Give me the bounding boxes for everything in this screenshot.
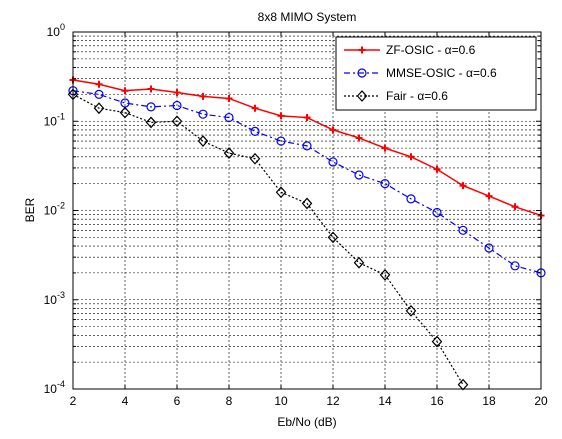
y-tick-label: 10-3 (44, 290, 65, 307)
data-point (329, 126, 337, 134)
data-point (251, 104, 259, 112)
y-tick-label: 10-2 (44, 201, 65, 218)
x-tick-label: 14 (378, 394, 392, 408)
data-point (301, 197, 313, 210)
x-tick-label: 10 (274, 394, 288, 408)
data-point (171, 115, 183, 128)
x-tick-label: 6 (174, 394, 181, 408)
x-tick-label: 20 (534, 394, 548, 408)
legend-marker (356, 90, 368, 102)
data-point (353, 256, 365, 269)
data-point (510, 261, 520, 271)
data-point (379, 268, 391, 281)
legend-marker (358, 46, 366, 54)
grid-lines (73, 32, 541, 389)
data-point (354, 170, 364, 180)
legend: ZF-OSIC - α=0.6 MMSE-OSIC - α=0.6 Fair - α… (335, 36, 537, 111)
data-point (146, 102, 156, 112)
data-point (145, 116, 157, 129)
data-point (199, 92, 207, 100)
x-tick-label: 18 (482, 394, 496, 408)
y-tick-label: 10-4 (44, 379, 65, 396)
data-point (172, 100, 182, 111)
data-point (275, 186, 287, 199)
data-point (457, 378, 469, 391)
data-point (276, 136, 286, 146)
data-point (511, 203, 519, 211)
data-point (225, 94, 233, 102)
y-axis-label: BER (23, 197, 37, 222)
data-point (223, 147, 235, 159)
data-point (407, 153, 415, 161)
data-point (147, 85, 155, 93)
data-point (355, 134, 363, 142)
legend-label: MMSE-OSIC - α=0.6 (386, 66, 497, 80)
data-point (431, 335, 443, 348)
legend-marker (357, 68, 367, 78)
y-tick-label: 100 (47, 22, 65, 39)
legend-label: ZF-OSIC - α=0.6 (386, 43, 476, 57)
data-point (405, 305, 417, 317)
data-point (327, 231, 339, 244)
series-layer (67, 76, 546, 391)
data-point (95, 80, 103, 88)
legend-box (335, 36, 537, 111)
x-tick-label: 12 (326, 394, 340, 408)
x-tick-label: 8 (226, 394, 233, 408)
data-point (303, 114, 311, 122)
data-point (93, 102, 105, 115)
data-point (224, 112, 234, 123)
data-point (406, 194, 416, 204)
legend-label: Fair - α=0.6 (386, 89, 448, 103)
data-point (173, 88, 181, 96)
x-tick-label: 2 (70, 394, 77, 408)
series-2 (67, 88, 469, 391)
axes: 2 4 6 8 10 12 14 16 18 20 100 10-1 10-2 10-3 10-4 (44, 22, 548, 408)
data-point (302, 141, 312, 151)
data-point (119, 106, 131, 119)
data-point (94, 89, 104, 99)
data-point (432, 207, 442, 218)
data-point (484, 243, 494, 253)
data-point (198, 109, 208, 119)
series-line (72, 93, 464, 385)
data-point (249, 152, 261, 165)
x-axis-label: Eb/No (dB) (277, 415, 336, 429)
data-point (381, 144, 389, 152)
x-tick-label: 4 (122, 394, 129, 408)
series-0 (69, 76, 545, 219)
data-point (458, 225, 468, 235)
data-point (485, 192, 493, 200)
y-tick-label: 10-1 (44, 111, 65, 128)
data-point (328, 157, 338, 167)
x-tick-label: 16 (430, 394, 444, 408)
data-point (380, 179, 390, 189)
data-point (121, 87, 129, 95)
data-point (277, 112, 285, 120)
chart-title: 8x8 MIMO System (258, 10, 357, 24)
data-point (197, 135, 209, 147)
data-point (250, 126, 260, 136)
data-point (459, 182, 467, 190)
series-line (72, 90, 542, 274)
data-point (433, 165, 441, 173)
